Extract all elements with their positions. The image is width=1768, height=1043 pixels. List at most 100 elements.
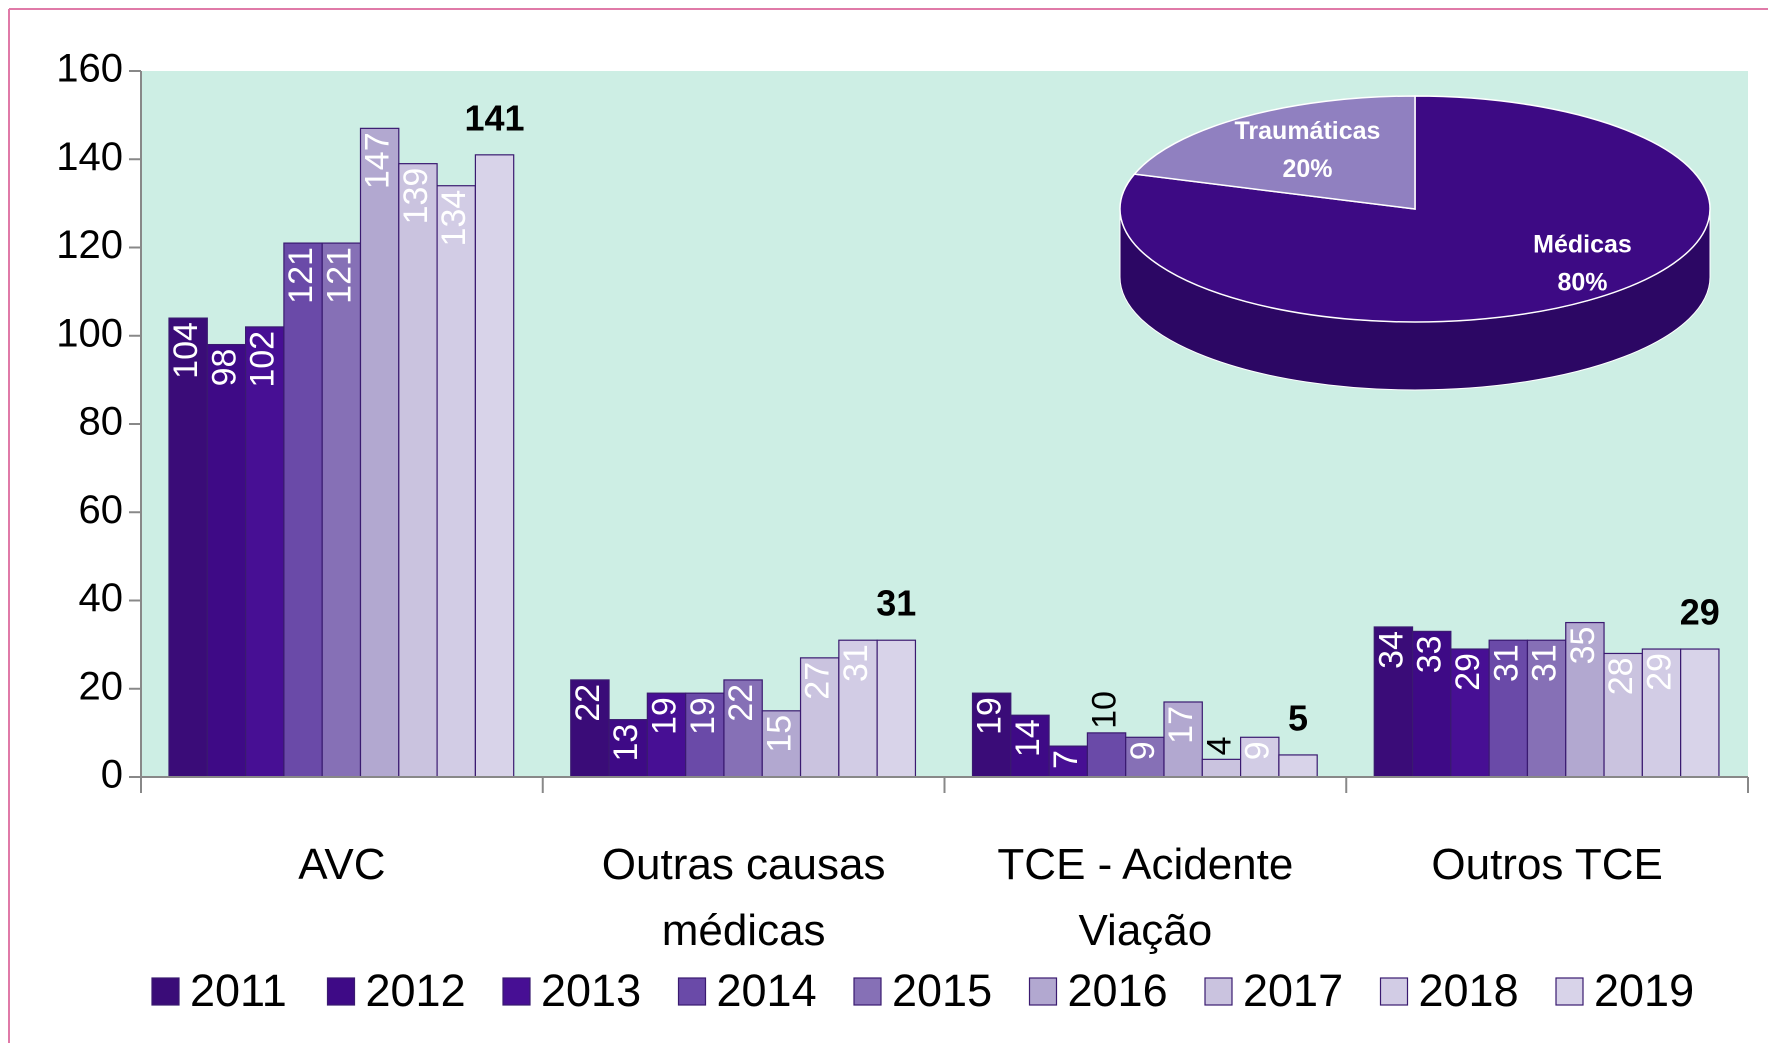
- legend-swatch: [677, 977, 707, 1006]
- data-label: 15: [760, 715, 798, 753]
- bar: [1450, 648, 1490, 778]
- legend-swatch: [1379, 977, 1409, 1006]
- bar: [876, 639, 917, 778]
- bar: [838, 639, 878, 778]
- data-label: 10: [1086, 691, 1124, 729]
- data-label: 14: [1009, 719, 1047, 757]
- data-label: 31: [1526, 644, 1564, 682]
- bar: [1125, 736, 1165, 778]
- bar: [283, 242, 323, 778]
- y-tick-label: 20: [79, 664, 124, 708]
- data-label: 4: [1200, 736, 1238, 755]
- y-tick-label: 140: [56, 135, 123, 179]
- data-label: 34: [1372, 631, 1410, 669]
- data-label: 121: [320, 247, 358, 304]
- legend-label: 2013: [541, 965, 641, 1016]
- data-label: 31: [837, 644, 875, 682]
- pie-label: Médicas: [1533, 230, 1632, 258]
- legend-label: 2012: [366, 965, 466, 1016]
- data-label: 31: [1487, 644, 1525, 682]
- legend-label: 2017: [1243, 965, 1343, 1016]
- data-label: 102: [244, 331, 282, 388]
- data-label: 121: [282, 247, 320, 304]
- data-label: 19: [684, 697, 722, 735]
- x-tick-label: Outros TCE: [1431, 840, 1663, 889]
- legend-label: 2011: [190, 965, 287, 1016]
- legend-swatch: [502, 977, 531, 1006]
- data-label: 5: [1288, 697, 1308, 738]
- legend-swatch: [1204, 977, 1233, 1006]
- x-tick-label: AVC: [298, 840, 386, 889]
- bar: [646, 692, 687, 778]
- data-label: 33: [1411, 635, 1449, 673]
- bar: [1278, 754, 1318, 778]
- y-tick-label: 60: [79, 488, 124, 532]
- data-label: 104: [167, 322, 205, 379]
- pie-value-label: 20%: [1282, 155, 1332, 183]
- data-label: 98: [205, 349, 243, 387]
- y-tick-label: 0: [101, 753, 123, 797]
- legend-swatch: [853, 977, 882, 1006]
- data-label: 134: [435, 190, 473, 247]
- legend-swatch: [151, 977, 180, 1006]
- bar: [761, 710, 802, 778]
- bar: [971, 692, 1012, 778]
- bar: [799, 657, 840, 778]
- data-label: 17: [1162, 706, 1200, 744]
- bar: [168, 317, 208, 778]
- bar: [1086, 732, 1127, 778]
- legend-label: 2018: [1419, 965, 1519, 1016]
- bar: [1603, 652, 1643, 778]
- bar: [570, 679, 610, 778]
- y-tick-label: 40: [79, 576, 124, 620]
- bar: [1163, 701, 1203, 778]
- pie-label: Traumáticas: [1235, 117, 1381, 145]
- bar: [1680, 648, 1720, 778]
- bar: [245, 326, 285, 778]
- legend-label: 2014: [717, 965, 817, 1016]
- data-label: 28: [1602, 657, 1640, 695]
- pie-value-label: 80%: [1557, 268, 1607, 296]
- data-label: 22: [722, 684, 760, 722]
- bar: [1373, 626, 1414, 778]
- data-label: 147: [359, 132, 397, 189]
- data-label: 13: [607, 724, 645, 762]
- bar: [1565, 621, 1605, 778]
- bar: [436, 185, 477, 778]
- bar: [1201, 758, 1242, 778]
- bar: [398, 163, 438, 778]
- legend-swatch: [1028, 977, 1058, 1006]
- data-label: 19: [971, 697, 1009, 735]
- x-tick-label: TCE - Acidente Viação: [997, 840, 1294, 955]
- data-label: 35: [1564, 627, 1602, 665]
- pie-slice: [1132, 95, 1416, 210]
- legend-swatch: [326, 977, 356, 1006]
- data-label: 141: [465, 97, 525, 138]
- data-label: 29: [1449, 653, 1487, 691]
- data-label: 31: [876, 583, 916, 624]
- data-label: 27: [799, 662, 837, 700]
- y-tick-label: 100: [56, 311, 123, 355]
- x-tick-label: Outras causas médicas: [601, 840, 886, 955]
- data-label: 9: [1239, 741, 1277, 760]
- data-label: 19: [645, 697, 683, 735]
- data-label: 9: [1124, 741, 1162, 760]
- legend-label: 2015: [892, 965, 992, 1016]
- data-label: 29: [1640, 653, 1678, 691]
- legend-label: 2016: [1068, 965, 1168, 1016]
- bar: [608, 719, 648, 778]
- bar: [474, 154, 515, 778]
- y-tick-label: 160: [56, 47, 123, 91]
- bar: [1641, 648, 1682, 778]
- y-tick-label: 80: [79, 400, 124, 444]
- bar: [1488, 639, 1529, 778]
- data-label: 7: [1047, 750, 1085, 769]
- data-label: 139: [397, 168, 435, 225]
- bar: [1526, 639, 1567, 778]
- bar: [321, 242, 362, 778]
- y-tick-label: 120: [56, 223, 123, 267]
- legend-swatch: [1555, 977, 1584, 1006]
- data-label: 29: [1680, 592, 1720, 633]
